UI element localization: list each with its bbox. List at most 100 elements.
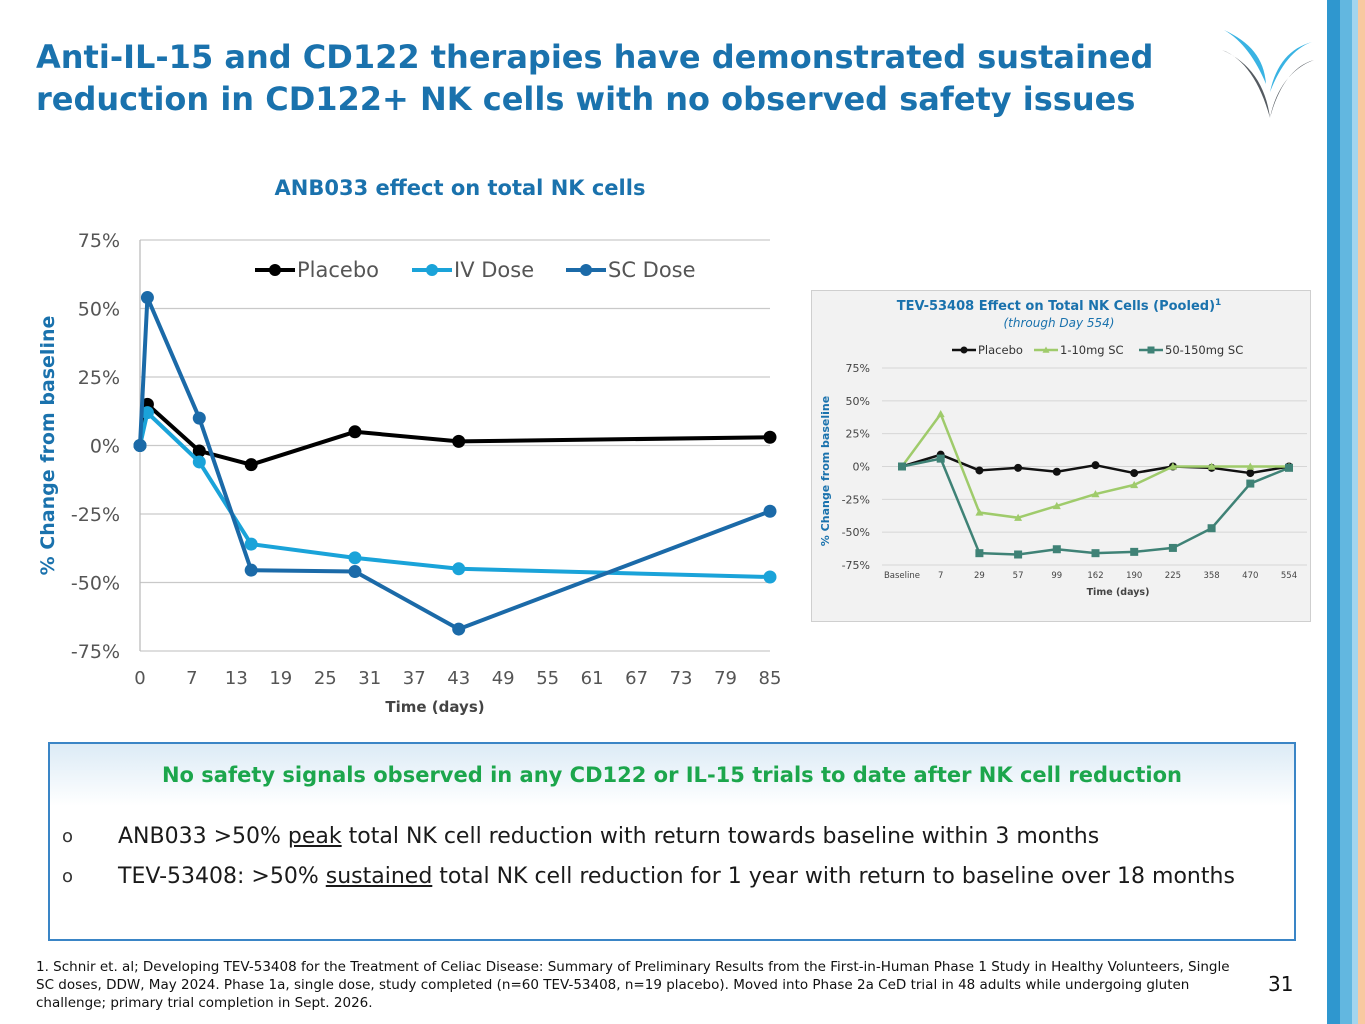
bullet-mark: o: [62, 866, 74, 887]
data-point-placebo: [244, 458, 258, 472]
chart-title: ANB033 effect on total NK cells: [275, 176, 646, 200]
inset-data-point-50-150mg-sc: [1246, 479, 1255, 488]
inset-legend-label: 1-10mg SC: [1060, 343, 1124, 357]
inset-data-point-placebo: [1246, 469, 1255, 478]
data-point-sc-dose: [452, 622, 466, 636]
bullet-text-pre: TEV-53408: >50%: [118, 864, 326, 889]
y-tick-label: 50%: [78, 299, 120, 321]
x-tick-label: 0: [134, 668, 145, 689]
inset-data-point-50-150mg-sc: [975, 549, 984, 558]
inset-legend-label: 50-150mg SC: [1165, 343, 1243, 357]
inset-x-axis-label: Time (days): [1087, 587, 1150, 598]
inset-y-tick-label: 25%: [846, 428, 870, 441]
inset-legend-item-placebo: Placebo: [952, 343, 1023, 357]
legend-swatch-marker: [426, 264, 438, 276]
bullet-text-pre: ANB033 >50%: [118, 824, 288, 849]
tev-53408-chart-panel: TEV-53408 Effect on Total NK Cells (Pool…: [811, 290, 1311, 622]
inset-data-point-1-10mg-sc: [1052, 501, 1061, 510]
data-point-iv-dose: [140, 406, 154, 420]
inset-data-point-1-10mg-sc: [1168, 462, 1177, 470]
data-point-sc-dose: [140, 291, 154, 305]
x-axis-label: Time (days): [385, 698, 484, 716]
bullet-text-post: total NK cell reduction for 1 year with …: [432, 864, 1235, 889]
inset-chart-title: TEV-53408 Effect on Total NK Cells (Pool…: [897, 298, 1222, 314]
anb033-chart: ANB033 effect on total NK cells 75% 50% 25%…: [37, 176, 782, 716]
inset-series-line-50-150mg-sc: [901, 457, 1290, 556]
inset-data-point-1-10mg-sc: [975, 508, 984, 516]
inset-data-point-placebo: [975, 466, 984, 475]
inset-x-tick-label: 190: [1126, 571, 1142, 581]
inset-x-tick-label: 29: [974, 571, 985, 581]
inset-data-point-50-150mg-sc: [1052, 545, 1061, 554]
x-tick-label: 49: [492, 668, 515, 689]
callout-title: No safety signals observed in any CD122 …: [161, 763, 1182, 787]
inset-data-point-50-150mg-sc: [1014, 550, 1023, 559]
inset-x-tick-label: 225: [1165, 571, 1181, 581]
bullet-emphasis: sustained: [325, 864, 433, 889]
inset-legend-item-1-10mg-sc: 1-10mg SC: [1034, 343, 1124, 357]
y-tick-label: 75%: [78, 230, 120, 252]
data-point-placebo: [192, 444, 206, 458]
inset-data-point-50-150mg-sc: [1207, 524, 1216, 533]
y-axis-label: % Change from baseline: [37, 316, 59, 576]
x-tick-label: 37: [403, 668, 426, 689]
data-point-iv-dose: [763, 570, 777, 584]
inset-data-point-50-150mg-sc: [1285, 463, 1293, 472]
inset-legend-swatch-marker: [1042, 346, 1050, 353]
inset-data-point-1-10mg-sc: [1207, 462, 1216, 470]
accent-stripe-dark: [1327, 0, 1340, 1024]
x-tick-label: 19: [269, 668, 292, 689]
y-tick-label: 0%: [90, 436, 120, 458]
inset-x-tick-label: 358: [1203, 571, 1219, 581]
tev-53408-chart: TEV-53408 Effect on Total NK Cells (Pool…: [819, 298, 1307, 598]
x-tick-label: 85: [759, 668, 782, 689]
legend-item-sc-dose: SC Dose: [566, 258, 696, 282]
series-line-sc-dose: [138, 295, 771, 632]
x-tick-label: 67: [625, 668, 648, 689]
inset-data-point-1-10mg-sc: [1014, 513, 1023, 521]
inset-legend-label: Placebo: [978, 343, 1023, 357]
inset-x-tick-label: 470: [1242, 571, 1258, 581]
inset-data-point-placebo: [1014, 463, 1023, 472]
legend-label: Placebo: [297, 258, 379, 282]
data-point-sc-dose: [133, 439, 147, 452]
legend-item-placebo: Placebo: [255, 258, 379, 282]
series-line-placebo: [138, 402, 771, 467]
inset-y-tick-label: -75%: [842, 559, 870, 572]
y-tick-label: -75%: [71, 641, 120, 663]
y-tick-label: -25%: [71, 504, 120, 526]
data-point-placebo: [452, 434, 466, 448]
data-point-iv-dose: [244, 537, 258, 551]
x-tick-label: 43: [447, 668, 470, 689]
x-tick-label: 73: [670, 668, 693, 689]
data-point-sc-dose: [244, 563, 258, 577]
slide-title: Anti-IL-15 and CD122 therapies have demo…: [36, 38, 1154, 118]
inset-data-point-1-10mg-sc: [1091, 490, 1100, 498]
bullet-text: ANB033 >50% peak total NK cell reduction…: [118, 822, 1282, 852]
inset-data-point-placebo: [1052, 467, 1061, 476]
legend-label: IV Dose: [454, 258, 534, 282]
x-tick-label: 55: [536, 668, 559, 689]
inset-y-axis-label: % Change from baseline: [819, 396, 832, 546]
inset-legend-swatch-marker: [960, 346, 968, 354]
x-tick-label: 13: [225, 668, 248, 689]
inset-x-tick-label: 99: [1051, 571, 1062, 581]
y-tick-label: 25%: [78, 367, 120, 389]
data-point-sc-dose: [348, 565, 362, 579]
inset-data-point-50-150mg-sc: [936, 454, 945, 463]
inset-x-tick-label: 162: [1087, 571, 1103, 581]
data-point-placebo: [763, 430, 777, 444]
inset-data-point-placebo: [1130, 469, 1139, 478]
accent-stripe-mid: [1340, 0, 1352, 1024]
inset-y-tick-label: -25%: [842, 493, 870, 506]
data-point-sc-dose: [192, 411, 206, 425]
inset-y-tick-label: 0%: [853, 461, 870, 474]
inset-chart-subtitle: (through Day 554): [1003, 316, 1114, 330]
inset-x-tick-label: 7: [938, 571, 943, 581]
inset-data-point-50-150mg-sc: [1091, 549, 1100, 558]
bullet-emphasis: peak: [287, 824, 342, 849]
inset-legend-item-50-150mg-sc: 50-150mg SC: [1139, 343, 1243, 357]
callout-header: No safety signals observed in any CD122 …: [50, 744, 1294, 806]
bullet-tev-53408: o TEV-53408: >50% sustained total NK cel…: [62, 862, 1282, 892]
inset-y-tick-label: 50%: [846, 395, 870, 408]
